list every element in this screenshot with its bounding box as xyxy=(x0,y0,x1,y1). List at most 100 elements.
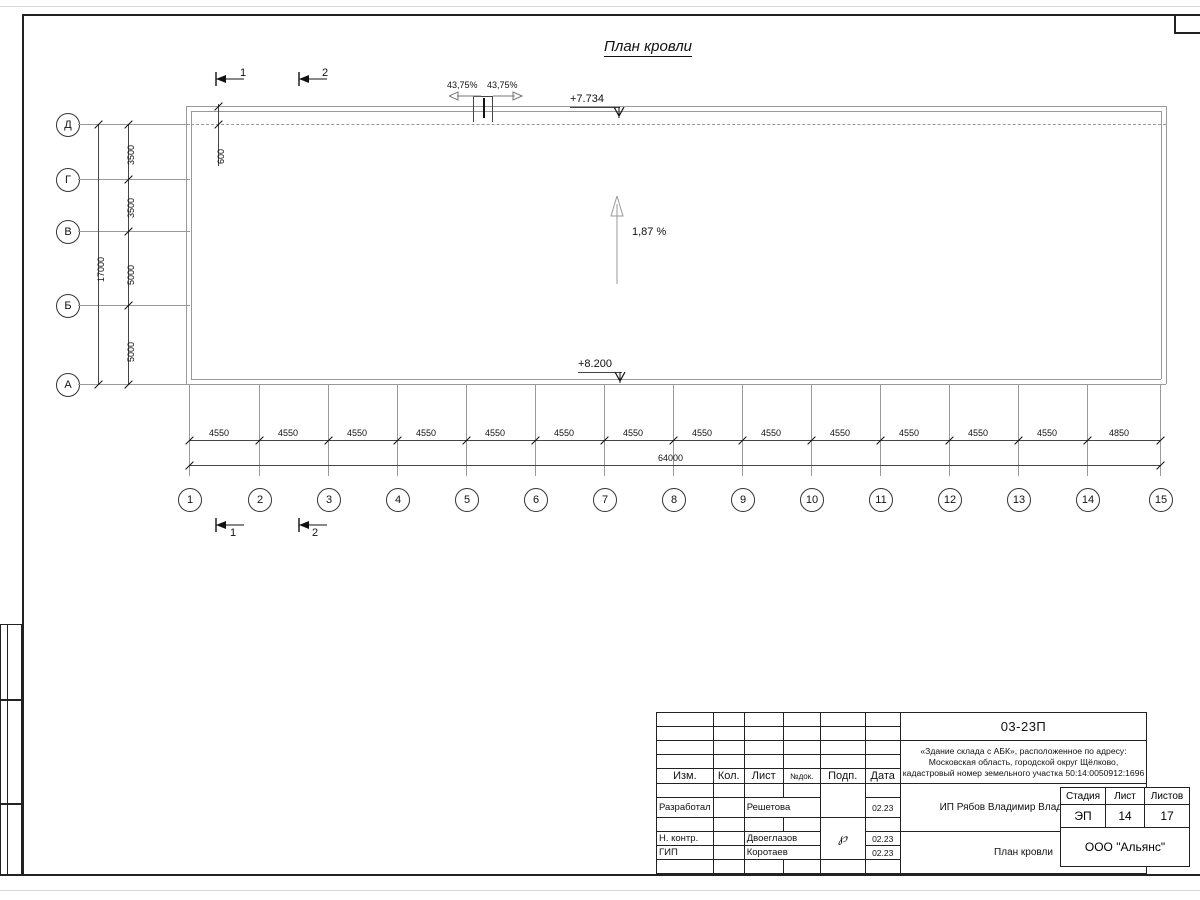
axis-circle-7[interactable]: 7 xyxy=(593,488,617,512)
elevation-top-leader xyxy=(570,107,620,108)
title-block-col-data: Дата xyxy=(864,768,901,784)
frame-bottom-border xyxy=(0,874,1200,876)
section-marker-top-2-icon xyxy=(298,72,327,86)
axis-circle-8[interactable]: 8 xyxy=(662,488,686,512)
axis-circle-1[interactable]: 1 xyxy=(178,488,202,512)
vdim-label-2: 5000 xyxy=(126,264,136,285)
grid-line-10 xyxy=(811,384,812,476)
axis-circle-v[interactable]: В xyxy=(56,220,80,244)
organization-name: ООО "Альянс" xyxy=(1060,827,1190,867)
axis-circle-g[interactable]: Г xyxy=(56,168,80,192)
signature-marks: ℘ xyxy=(819,817,866,860)
row-name-1: Двоеглазов xyxy=(743,831,821,846)
project-line-2: Московская область, городской округ Щёлк… xyxy=(928,756,1119,767)
vdim-label-1: 3500 xyxy=(126,197,136,218)
paper-top-edge xyxy=(0,6,1200,7)
section-marker-bottom-1-icon xyxy=(215,518,244,532)
slope-left-label: 43,75% xyxy=(447,80,478,90)
axis-line-b xyxy=(78,305,190,306)
elevation-bottom-arrow-icon xyxy=(614,372,626,383)
hdim-label-4: 4550 xyxy=(485,428,506,438)
grid-line-13 xyxy=(1018,384,1019,476)
section-marker-top-2-label: 2 xyxy=(322,67,329,79)
frame-left-border xyxy=(22,14,24,876)
title-block-code: 03-23П xyxy=(899,712,1148,741)
hdim-label-6: 4550 xyxy=(623,428,644,438)
axis-circle-6[interactable]: 6 xyxy=(524,488,548,512)
slope-arrow-up-icon xyxy=(610,196,624,284)
vdim-label-3: 5000 xyxy=(126,341,136,362)
grid-line-5 xyxy=(466,384,467,476)
section-marker-top-1-icon xyxy=(215,72,244,86)
hdim-chain-line xyxy=(189,440,1160,441)
row-role-0: Разработал xyxy=(656,797,714,818)
title-block-stage-table: Стадия Лист Листов ЭП 14 17 ООО "Альянс" xyxy=(1060,787,1190,867)
parapet-dim-label: 600 xyxy=(216,148,226,164)
title-block-col-ndok: №док. xyxy=(782,768,821,784)
axis-circle-a[interactable]: А xyxy=(56,373,80,397)
grid-line-12 xyxy=(949,384,950,476)
roof-parapet-top xyxy=(191,111,1161,112)
axis-circle-5[interactable]: 5 xyxy=(455,488,479,512)
section-marker-bottom-1-label: 1 xyxy=(230,527,237,539)
stage-label: Стадия xyxy=(1060,787,1106,805)
project-line-3: кадастровый номер земельного участка 50:… xyxy=(902,767,1145,778)
roof-hatch-right-edge xyxy=(492,96,493,122)
axis-circle-15[interactable]: 15 xyxy=(1149,488,1173,512)
grid-line-7 xyxy=(604,384,605,476)
sheet-value: 14 xyxy=(1105,804,1145,828)
hdim-label-10: 4550 xyxy=(899,428,920,438)
project-line-1: «Здание склада с АБК», расположенное по … xyxy=(920,745,1127,756)
elevation-bottom-label: +8.200 xyxy=(578,358,612,370)
elevation-top-label: +7.734 xyxy=(570,93,604,105)
axis-circle-3[interactable]: 3 xyxy=(317,488,341,512)
axis-circle-d[interactable]: Д xyxy=(56,113,80,137)
hdim-label-3: 4550 xyxy=(416,428,437,438)
roof-outline-top xyxy=(186,106,1166,107)
roof-hatch-center-line xyxy=(483,98,485,118)
axis-circle-14[interactable]: 14 xyxy=(1076,488,1100,512)
hdim-label-7: 4550 xyxy=(692,428,713,438)
hdim-label-11: 4550 xyxy=(968,428,989,438)
axis-circle-12[interactable]: 12 xyxy=(938,488,962,512)
hdim-label-0: 4550 xyxy=(209,428,230,438)
sheets-label: Листов xyxy=(1144,787,1190,805)
grid-line-3 xyxy=(328,384,329,476)
row-date-2: 02.23 xyxy=(864,845,901,860)
row-date-1: 02.23 xyxy=(864,831,901,846)
grid-line-6 xyxy=(535,384,536,476)
axis-circle-10[interactable]: 10 xyxy=(800,488,824,512)
grid-line-4 xyxy=(397,384,398,476)
elevation-top-arrow-icon xyxy=(613,107,625,118)
title-block-col-list: Лист xyxy=(743,768,784,784)
roof-ridge-dashed-line xyxy=(186,124,1166,125)
frame-top-border xyxy=(22,14,1200,16)
grid-line-14 xyxy=(1087,384,1088,476)
vdim-total-line xyxy=(98,124,99,384)
grid-line-2 xyxy=(259,384,260,476)
grid-line-11 xyxy=(880,384,881,476)
row-date-0: 02.23 xyxy=(864,797,901,818)
sheet-label: Лист xyxy=(1105,787,1145,805)
axis-circle-b[interactable]: Б xyxy=(56,294,80,318)
roof-parapet-right xyxy=(1161,111,1162,379)
axis-line-g xyxy=(78,179,190,180)
parapet-dim-line xyxy=(218,104,219,166)
vdim-total-label: 17000 xyxy=(96,256,106,282)
axis-circle-13[interactable]: 13 xyxy=(1007,488,1031,512)
section-marker-bottom-2-label: 2 xyxy=(312,527,319,539)
hdim-label-2: 4550 xyxy=(347,428,368,438)
paper-bottom-edge xyxy=(0,890,1200,891)
hdim-total-line xyxy=(189,465,1160,466)
frame-right-top-border xyxy=(1174,32,1200,34)
roof-hatch-left-edge xyxy=(473,96,474,122)
axis-circle-4[interactable]: 4 xyxy=(386,488,410,512)
page-title: План кровли xyxy=(604,38,692,57)
slope-right-arrow-icon xyxy=(493,91,523,101)
axis-circle-9[interactable]: 9 xyxy=(731,488,755,512)
row-name-2: Коротаев xyxy=(743,845,821,860)
axis-circle-2[interactable]: 2 xyxy=(248,488,272,512)
axis-circle-11[interactable]: 11 xyxy=(869,488,893,512)
roof-outline-left xyxy=(186,106,187,384)
